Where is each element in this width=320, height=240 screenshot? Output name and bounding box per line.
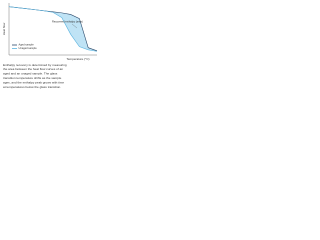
figure: Heat flow Temperature (°C) Recovered ent…: [2, 3, 98, 89]
caption-line: the area between the heat flow curves of…: [3, 67, 63, 71]
y-axis-label: Heat flow: [2, 22, 6, 35]
caption-line: Enthalpy recovery is determined by measu…: [3, 63, 67, 67]
annotation-arrow: [71, 23, 78, 29]
annotation: Recovered enthalpy (area): [52, 20, 83, 24]
caption-line: at temperatures below the glass transiti…: [3, 85, 61, 89]
caption-line: transition temperature shifts as the sam…: [3, 76, 62, 80]
caption-line: ages, and the enthalpy peak grows with t…: [3, 80, 64, 84]
x-axis-label: Temperature (°C): [66, 57, 89, 61]
line: [8, 6, 98, 52]
legend-label: Aged sample: [19, 43, 35, 47]
legend-label: Unaged sample: [19, 46, 38, 50]
caption-line: aged and an unaged sample. The glass: [3, 72, 58, 76]
